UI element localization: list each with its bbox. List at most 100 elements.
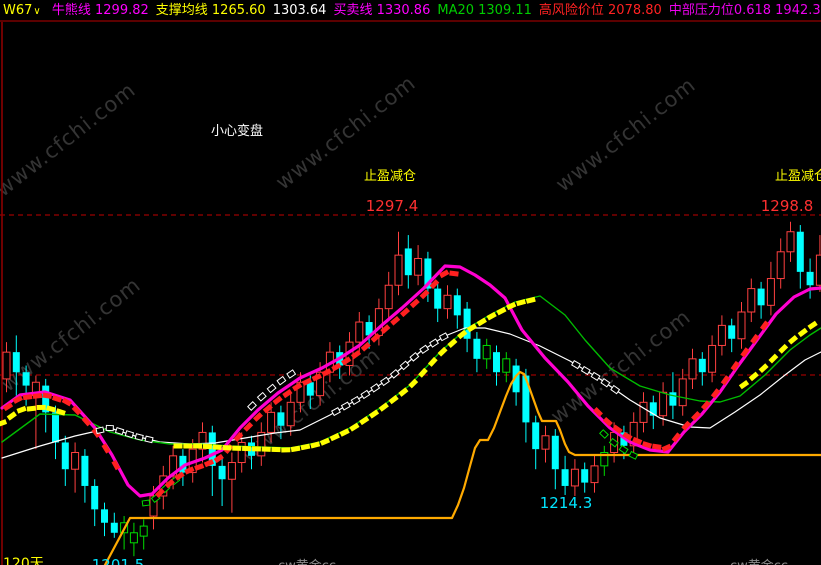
price-label: 120天	[3, 556, 44, 565]
candle-up	[237, 441, 246, 464]
candle-down	[81, 455, 89, 486]
candle-down	[22, 372, 30, 386]
candle-up	[71, 451, 80, 470]
candle-down	[581, 469, 589, 483]
candle-down	[277, 412, 285, 426]
candle-up	[708, 344, 717, 373]
candle-down	[728, 325, 736, 339]
candle-down	[463, 308, 471, 339]
candle-up	[227, 462, 236, 480]
price-label: 1214.3	[540, 494, 593, 512]
candle-down	[473, 338, 481, 359]
candle-up	[678, 378, 687, 407]
annotation-text: cw黄金cc	[278, 558, 336, 565]
candle-down	[434, 288, 442, 309]
candle-up	[482, 344, 491, 360]
annotation-text: 止盈减仓	[364, 169, 416, 184]
orange-line	[103, 370, 821, 565]
indicator-item: 中部压力位0.618 1942.35	[668, 3, 821, 18]
candle-up	[198, 431, 207, 450]
candle-down	[806, 271, 814, 286]
candle-up	[629, 421, 638, 447]
candle-down	[365, 322, 373, 336]
watermark-text: www.cfchi.com	[0, 78, 140, 202]
candle-up	[776, 251, 785, 280]
magenta-line	[0, 264, 821, 498]
candle-up	[659, 391, 668, 417]
price-label: 1298.8	[761, 197, 814, 215]
annotation-text: 止盈减仓	[775, 169, 821, 184]
annotation-text: 小心变盘	[211, 123, 263, 139]
candle-down	[698, 358, 706, 373]
price-label: 1297.4	[366, 197, 419, 215]
candle-down	[12, 352, 20, 373]
candle-down	[42, 385, 50, 413]
indicator-item: 1303.64	[272, 3, 327, 18]
candle-up	[267, 411, 276, 433]
candle-down	[669, 392, 677, 406]
candle-down	[110, 522, 118, 533]
candle-up	[570, 468, 579, 487]
candle-down	[649, 402, 657, 416]
candle-up	[443, 294, 452, 310]
candle-down	[512, 365, 520, 393]
candle-up	[737, 311, 746, 340]
candlesticks	[2, 221, 821, 557]
candle-down	[218, 465, 226, 480]
dropdown-arrow-icon: ∨	[33, 6, 41, 17]
candle-down	[306, 382, 314, 396]
white-line	[1, 327, 821, 459]
annotation-text: cw黄金cc	[730, 558, 788, 565]
candle-down	[91, 485, 99, 510]
candle-up	[502, 358, 511, 373]
candle-up	[747, 288, 756, 313]
candle-up	[316, 371, 325, 397]
candle-down	[61, 442, 69, 470]
indicator-item: 牛熊线 1299.82	[51, 3, 149, 18]
candle-down	[757, 288, 765, 306]
candle-up	[257, 431, 266, 457]
indicator-header: W67∨ 牛熊线 1299.82 支撑均线 1265.60 1303.64 买卖线 1…	[0, 0, 821, 22]
candle-down	[404, 248, 412, 276]
green-line	[1, 295, 821, 449]
candle-down	[248, 442, 255, 456]
candle-down	[493, 352, 500, 373]
indicator-item: MA20 1309.11	[437, 3, 532, 18]
candle-up	[394, 254, 403, 286]
symbol-label: W67	[3, 3, 33, 18]
ribbon-dashes	[0, 269, 818, 507]
candle-down	[551, 435, 559, 470]
candle-up	[766, 278, 775, 306]
candle-up	[600, 451, 609, 467]
indicator-item: 买卖线 1330.86	[333, 3, 431, 18]
symbol-selector[interactable]: W67∨	[3, 3, 45, 18]
price-label: 1201.5	[92, 556, 145, 565]
candle-up	[815, 254, 821, 286]
watermark-text: www.cfchi.com	[0, 273, 145, 397]
indicator-item: 高风险价位 2078.80	[538, 3, 662, 18]
candle-up	[717, 324, 726, 346]
candle-up	[786, 231, 795, 253]
candle-up	[384, 284, 393, 310]
candle-up	[149, 495, 158, 517]
candle-up	[541, 435, 550, 450]
candle-up	[139, 525, 148, 537]
candle-up	[355, 321, 364, 343]
candle-down	[179, 455, 187, 473]
candle-up	[296, 381, 305, 403]
candle-down	[424, 258, 432, 289]
candle-down	[522, 375, 530, 423]
candle-down	[101, 509, 108, 523]
candle-up	[688, 358, 697, 380]
candle-up	[2, 351, 11, 380]
candle-down	[52, 412, 59, 443]
candle-down	[561, 469, 569, 486]
candle-up	[639, 401, 648, 423]
candle-up	[414, 257, 423, 276]
candle-up	[590, 465, 599, 484]
candle-up	[286, 401, 295, 427]
